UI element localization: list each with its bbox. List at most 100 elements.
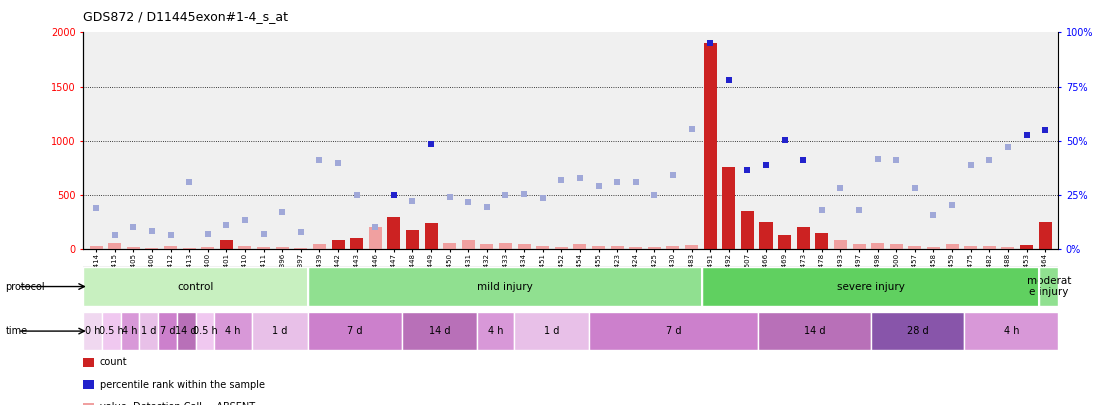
Point bbox=[571, 174, 588, 181]
Text: 7 d: 7 d bbox=[160, 326, 175, 336]
Text: 1 d: 1 d bbox=[141, 326, 156, 336]
Bar bbox=[276, 247, 289, 249]
Bar bbox=[517, 244, 531, 249]
Text: control: control bbox=[177, 281, 214, 292]
Point bbox=[924, 212, 942, 219]
Point bbox=[813, 207, 831, 213]
Text: time: time bbox=[6, 326, 28, 336]
Point bbox=[162, 232, 179, 238]
Bar bbox=[685, 245, 698, 249]
Bar bbox=[1039, 267, 1058, 306]
Bar bbox=[1038, 222, 1051, 249]
Bar bbox=[871, 243, 884, 249]
Bar bbox=[369, 228, 382, 249]
Text: value, Detection Call = ABSENT: value, Detection Call = ABSENT bbox=[100, 402, 255, 405]
Point bbox=[460, 199, 478, 206]
Bar bbox=[964, 246, 977, 249]
Point bbox=[999, 144, 1017, 151]
Bar bbox=[945, 244, 958, 249]
Point bbox=[422, 141, 440, 147]
Bar bbox=[388, 217, 400, 249]
Point bbox=[199, 231, 217, 237]
Text: 4 h: 4 h bbox=[225, 326, 240, 336]
Bar bbox=[536, 246, 550, 249]
Bar bbox=[983, 246, 996, 249]
Bar bbox=[741, 211, 753, 249]
Bar bbox=[214, 312, 252, 350]
Point bbox=[664, 172, 681, 179]
Text: mild injury: mild injury bbox=[478, 281, 533, 292]
Point bbox=[794, 157, 812, 164]
Bar bbox=[145, 248, 158, 249]
Point bbox=[348, 192, 366, 198]
Bar bbox=[852, 244, 865, 249]
Point bbox=[776, 136, 793, 143]
Point bbox=[943, 201, 961, 208]
Bar bbox=[701, 267, 1039, 306]
Text: 14 d: 14 d bbox=[429, 326, 450, 336]
Point bbox=[291, 228, 309, 235]
Bar bbox=[476, 312, 514, 350]
Bar bbox=[1002, 247, 1015, 249]
Point bbox=[720, 77, 738, 83]
Text: moderat
e injury: moderat e injury bbox=[1027, 276, 1071, 297]
Bar bbox=[90, 246, 103, 249]
Bar bbox=[871, 312, 964, 350]
Text: 0.5 h: 0.5 h bbox=[99, 326, 124, 336]
Point bbox=[739, 167, 757, 173]
Point bbox=[310, 157, 328, 164]
Bar bbox=[219, 241, 233, 249]
Bar bbox=[499, 243, 512, 249]
Bar bbox=[83, 312, 102, 350]
Bar bbox=[462, 241, 475, 249]
Bar bbox=[164, 246, 177, 249]
Bar bbox=[722, 167, 736, 249]
Text: 7 d: 7 d bbox=[666, 326, 681, 336]
Text: 0 h: 0 h bbox=[84, 326, 100, 336]
Point bbox=[757, 161, 774, 168]
Point bbox=[981, 157, 998, 164]
Bar bbox=[83, 267, 308, 306]
Point bbox=[181, 179, 198, 185]
Bar bbox=[629, 247, 643, 249]
Point bbox=[646, 192, 664, 198]
Bar bbox=[555, 247, 567, 249]
Point bbox=[906, 185, 924, 192]
Bar bbox=[121, 312, 140, 350]
Text: 1 d: 1 d bbox=[544, 326, 560, 336]
Point bbox=[1036, 127, 1054, 133]
Point bbox=[88, 205, 105, 211]
Bar bbox=[481, 244, 493, 249]
Point bbox=[255, 231, 273, 237]
Bar bbox=[778, 235, 791, 249]
Bar bbox=[295, 248, 307, 249]
Bar bbox=[308, 312, 402, 350]
Point bbox=[217, 222, 235, 228]
Bar bbox=[238, 246, 252, 249]
Text: count: count bbox=[100, 358, 127, 367]
Bar bbox=[140, 312, 158, 350]
Point bbox=[589, 183, 607, 190]
Bar bbox=[196, 312, 214, 350]
Point bbox=[274, 209, 291, 215]
Bar bbox=[759, 222, 772, 249]
Bar bbox=[257, 247, 270, 249]
Bar bbox=[758, 312, 871, 350]
Bar bbox=[308, 267, 701, 306]
Bar bbox=[589, 312, 758, 350]
Point bbox=[106, 232, 124, 238]
Bar bbox=[402, 312, 476, 350]
Text: 14 d: 14 d bbox=[803, 326, 825, 336]
Text: severe injury: severe injury bbox=[837, 281, 904, 292]
Text: 28 d: 28 d bbox=[906, 326, 929, 336]
Point bbox=[553, 177, 571, 183]
Bar bbox=[350, 238, 363, 249]
Point bbox=[515, 191, 533, 197]
Point bbox=[627, 179, 645, 185]
Point bbox=[1017, 132, 1035, 139]
Point bbox=[683, 126, 700, 132]
Point bbox=[534, 195, 552, 201]
Bar bbox=[183, 248, 196, 249]
Point bbox=[608, 179, 626, 185]
Text: 7 d: 7 d bbox=[347, 326, 362, 336]
